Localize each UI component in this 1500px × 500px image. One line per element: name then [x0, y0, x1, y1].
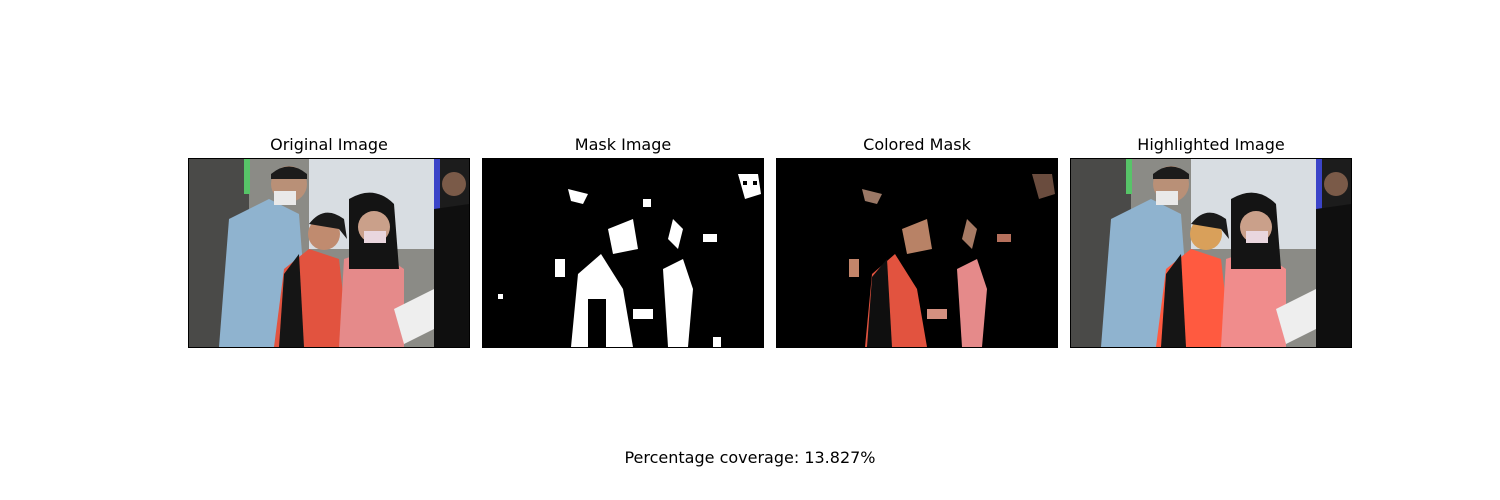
colored-mask-image	[776, 158, 1058, 348]
panel-title: Highlighted Image	[1137, 135, 1285, 154]
mask-image	[482, 158, 764, 348]
panel-title: Mask Image	[574, 135, 672, 154]
panel-title: Original Image	[270, 135, 388, 154]
original-image	[188, 158, 470, 348]
panel-title: Colored Mask	[863, 135, 971, 154]
highlighted-image	[1070, 158, 1352, 348]
coverage-text: Percentage coverage: 13.827%	[624, 448, 876, 467]
